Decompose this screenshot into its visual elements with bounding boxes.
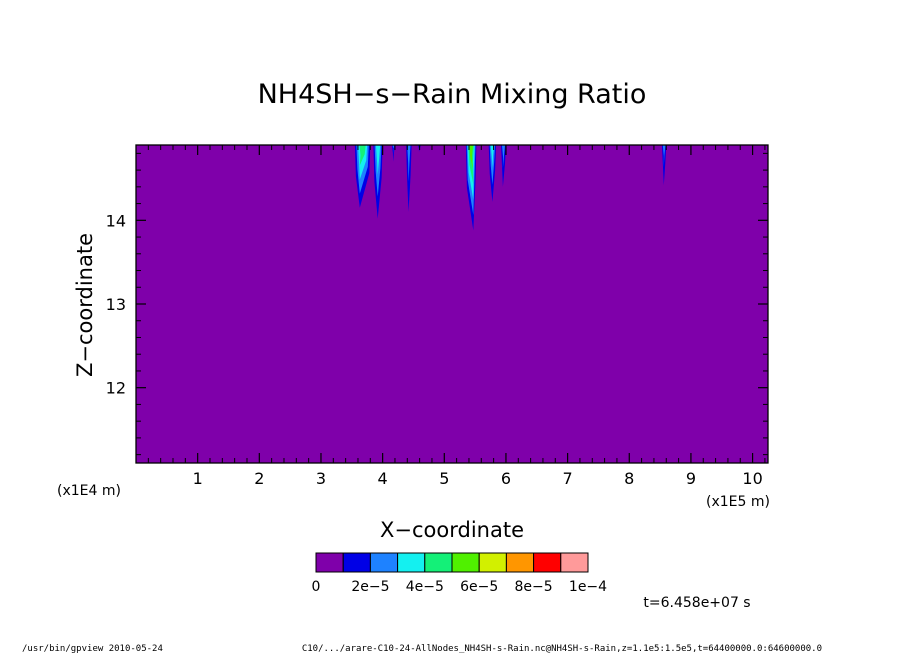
- x-tick-label: 9: [686, 469, 696, 488]
- colorbar-label: 1e−4: [569, 579, 607, 595]
- plume-8-level-1: [501, 145, 506, 187]
- x-tick-label: 1: [193, 469, 203, 488]
- y-tick-label: 14: [106, 211, 126, 230]
- x-tick-label: 10: [742, 469, 762, 488]
- plume-9-level-2: [662, 145, 666, 168]
- plume-7: [488, 145, 497, 202]
- x-axis-label: X−coordinate: [380, 518, 524, 542]
- colorbar-label: 0: [312, 579, 321, 595]
- colorbar-label: 4e−5: [406, 579, 444, 595]
- colorbar-label: 8e−5: [515, 579, 553, 595]
- plume-2-level-3: [375, 145, 381, 175]
- colorbar-swatch-10: [560, 552, 589, 573]
- plume-2: [373, 145, 383, 219]
- x-scale-label: (x1E5 m): [706, 494, 770, 510]
- plume-6-level-5: [469, 145, 473, 169]
- x-tick-label: 4: [378, 469, 388, 488]
- colorbar-swatch-3: [369, 552, 399, 573]
- x-tick-label: 5: [439, 469, 449, 488]
- colorbar: 0 2e−5 4e−5 6e−5 8e−5 1e−4: [312, 552, 607, 595]
- footer-left: /usr/bin/gpview 2010-05-24: [22, 644, 163, 654]
- colorbar-label: 2e−5: [351, 579, 389, 595]
- x-tick-label: 2: [254, 469, 264, 488]
- background-field: [136, 145, 768, 463]
- colorbar-swatch-4: [397, 552, 426, 573]
- plume-4: [406, 145, 412, 212]
- plume-8: [501, 145, 506, 187]
- plume-1-level-3: [358, 145, 368, 180]
- x-tick-label: 6: [501, 469, 511, 488]
- y-tick-label: 13: [106, 295, 126, 314]
- x-tick-label: 8: [624, 469, 634, 488]
- plume-4-level-2: [407, 145, 411, 182]
- y-scale-label: (x1E4 m): [57, 483, 121, 499]
- x-tick-label: 7: [563, 469, 573, 488]
- plume-8-level-2: [502, 145, 505, 168]
- plume-4-level-1: [406, 145, 412, 212]
- plume-3-level-2: [392, 145, 395, 155]
- plume-3-level-1: [391, 145, 395, 162]
- plume-9: [661, 145, 667, 186]
- y-tick-label: 12: [106, 379, 126, 398]
- footer-right: C10/.../arare-C10-24-AllNodes_NH4SH-s-Ra…: [302, 644, 822, 654]
- colorbar-swatch-2: [342, 552, 371, 573]
- x-tick-label: 3: [316, 469, 326, 488]
- plume-7-level-3: [490, 145, 495, 168]
- colorbar-swatch-1: [315, 552, 344, 573]
- plume-1-level-4: [359, 145, 366, 166]
- colorbar-swatch-6: [451, 552, 480, 573]
- colorbar-label: 6e−5: [460, 579, 498, 595]
- chart-title: NH4SH−s−Rain Mixing Ratio: [258, 79, 647, 110]
- plume-3: [391, 145, 395, 162]
- colorbar-swatch-5: [424, 552, 453, 573]
- plume-1: [354, 145, 371, 208]
- y-axis-label: Z−coordinate: [73, 233, 97, 377]
- plume-6: [465, 145, 477, 231]
- colorbar-swatch-7: [478, 552, 507, 573]
- plume-9-level-1: [661, 145, 667, 186]
- plume-6-level-4: [468, 145, 474, 185]
- colorbar-swatch-9: [533, 552, 562, 573]
- time-label: t=6.458e+07 s: [643, 595, 750, 611]
- colorbar-swatch-8: [505, 552, 535, 573]
